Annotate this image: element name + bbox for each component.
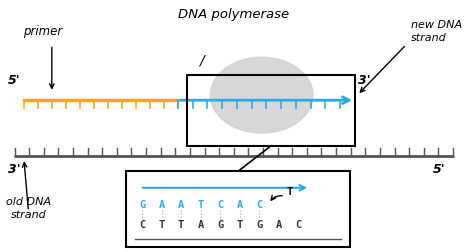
Text: T: T: [198, 199, 204, 209]
Text: A: A: [275, 219, 282, 229]
Ellipse shape: [210, 58, 313, 134]
Text: C: C: [256, 199, 262, 209]
Text: 3': 3': [8, 162, 21, 175]
Text: old DNA
strand: old DNA strand: [6, 197, 51, 219]
Text: A: A: [198, 219, 204, 229]
Text: G: G: [256, 219, 262, 229]
Text: C: C: [217, 199, 223, 209]
Text: T: T: [178, 219, 184, 229]
Text: C: C: [139, 219, 145, 229]
Text: T: T: [237, 219, 243, 229]
Text: 5': 5': [8, 74, 21, 87]
FancyBboxPatch shape: [127, 171, 350, 247]
Text: DNA polymerase: DNA polymerase: [178, 8, 289, 20]
Text: C: C: [295, 219, 301, 229]
Text: A: A: [237, 199, 243, 209]
Text: A: A: [158, 199, 165, 209]
Text: A: A: [178, 199, 184, 209]
Text: T: T: [158, 219, 165, 229]
Text: /: /: [199, 53, 203, 68]
Text: G: G: [139, 199, 145, 209]
Text: 5': 5': [433, 162, 445, 175]
Text: G: G: [217, 219, 223, 229]
Text: primer: primer: [23, 25, 62, 38]
Text: new DNA
strand: new DNA strand: [411, 20, 462, 43]
Text: 3': 3': [358, 74, 371, 87]
Text: T: T: [287, 186, 293, 196]
